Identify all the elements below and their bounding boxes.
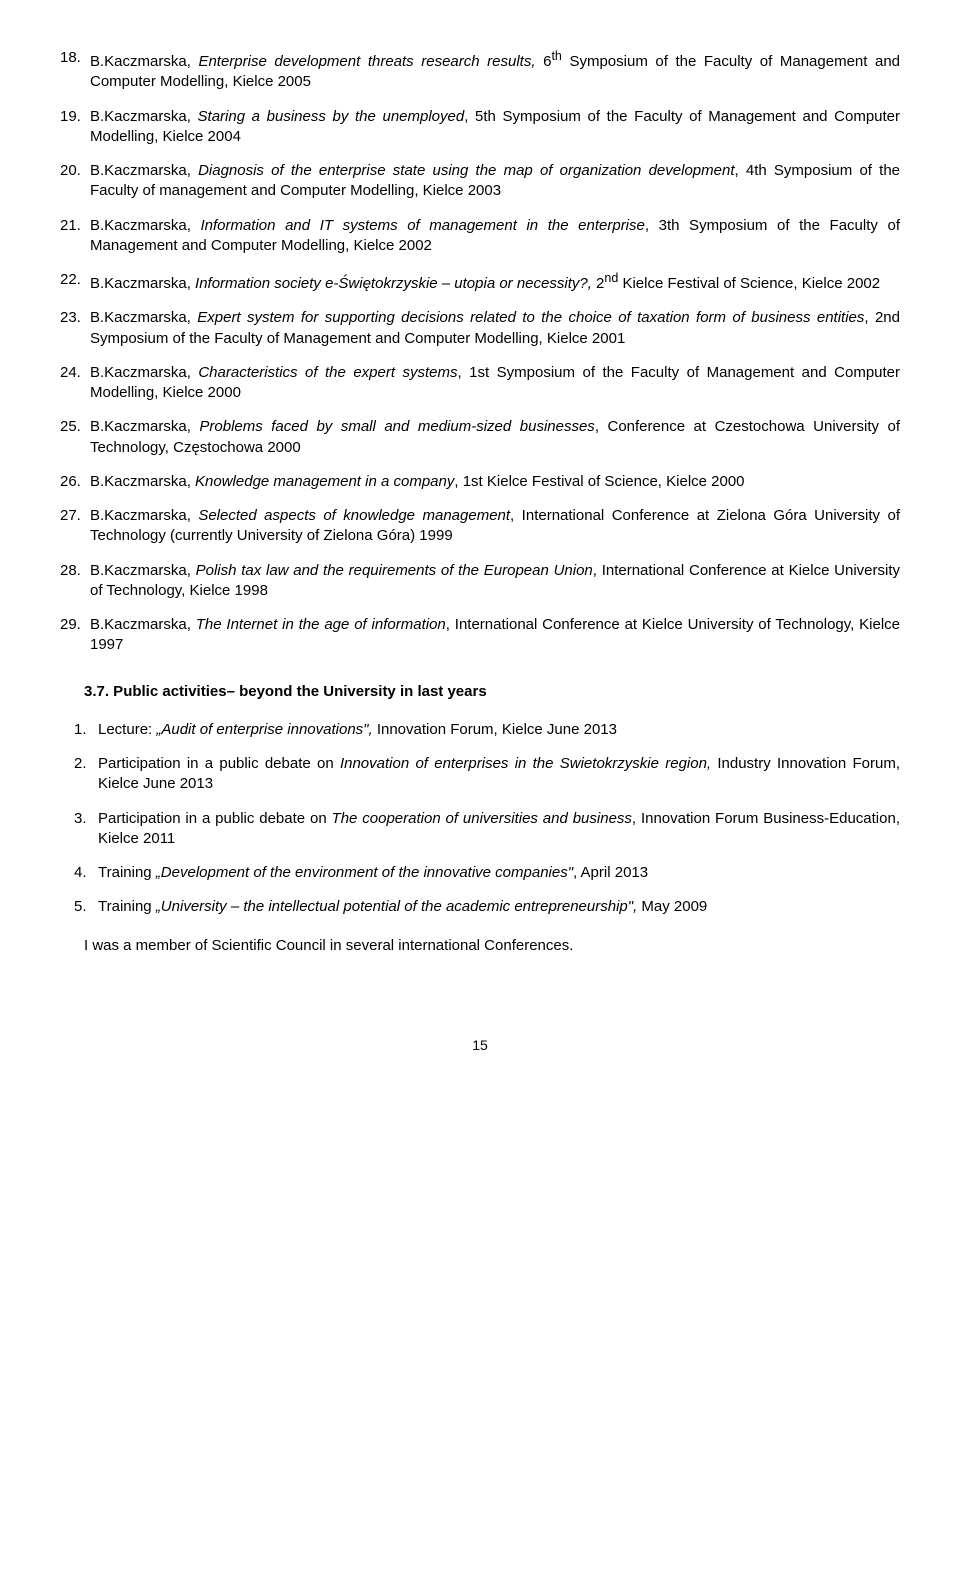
list-item: 25.B.Kaczmarska, Problems faced by small… [60, 417, 900, 458]
list-item: 28.B.Kaczmarska, Polish tax law and the … [60, 561, 900, 602]
list-item-text: B.Kaczmarska, Expert system for supporti… [90, 308, 900, 349]
list-item-number: 28. [60, 561, 90, 602]
list-item: 29.B.Kaczmarska, The Internet in the age… [60, 615, 900, 656]
list-item: 3.Participation in a public debate on Th… [60, 809, 900, 850]
list-item-number: 5. [74, 897, 98, 917]
list-item-text: B.Kaczmarska, Staring a business by the … [90, 107, 900, 148]
list-item-number: 20. [60, 161, 90, 202]
list-item-text: B.Kaczmarska, Information and IT systems… [90, 216, 900, 257]
list-item-number: 25. [60, 417, 90, 458]
list-item-text: Training „University – the intellectual … [98, 897, 900, 917]
list-item-number: 21. [60, 216, 90, 257]
list-item: 22.B.Kaczmarska, Information society e-Ś… [60, 270, 900, 294]
list-item: 23.B.Kaczmarska, Expert system for suppo… [60, 308, 900, 349]
list-item-text: B.Kaczmarska, Selected aspects of knowle… [90, 506, 900, 547]
list-item-number: 1. [74, 720, 98, 740]
list-item: 26.B.Kaczmarska, Knowledge management in… [60, 472, 900, 492]
list-item-text: Participation in a public debate on Inno… [98, 754, 900, 795]
list-item-number: 22. [60, 270, 90, 294]
list-item-text: Training „Development of the environment… [98, 863, 900, 883]
section-heading: 3.7. Public activities– beyond the Unive… [84, 682, 900, 702]
list-item-number: 29. [60, 615, 90, 656]
list-item: 2.Participation in a public debate on In… [60, 754, 900, 795]
list-item-text: B.Kaczmarska, Knowledge management in a … [90, 472, 900, 492]
list-item-text: B.Kaczmarska, Problems faced by small an… [90, 417, 900, 458]
list-item-text: B.Kaczmarska, Diagnosis of the enterpris… [90, 161, 900, 202]
list-item-text: B.Kaczmarska, The Internet in the age of… [90, 615, 900, 656]
list-item: 21.B.Kaczmarska, Information and IT syst… [60, 216, 900, 257]
list-item: 20.B.Kaczmarska, Diagnosis of the enterp… [60, 161, 900, 202]
closing-text: I was a member of Scientific Council in … [84, 936, 900, 956]
list-item-number: 19. [60, 107, 90, 148]
page-number: 15 [60, 1036, 900, 1055]
list-item-text: Participation in a public debate on The … [98, 809, 900, 850]
list-item-number: 3. [74, 809, 98, 850]
list-item-number: 4. [74, 863, 98, 883]
list-item-number: 18. [60, 48, 90, 93]
list-item-number: 27. [60, 506, 90, 547]
list-item-text: B.Kaczmarska, Enterprise development thr… [90, 48, 900, 93]
list-item: 24.B.Kaczmarska, Characteristics of the … [60, 363, 900, 404]
list-item: 5.Training „University – the intellectua… [60, 897, 900, 917]
list-item-number: 23. [60, 308, 90, 349]
list-item-text: B.Kaczmarska, Polish tax law and the req… [90, 561, 900, 602]
list-item-text: Lecture: „Audit of enterprise innovation… [98, 720, 900, 740]
list-item-text: B.Kaczmarska, Information society e-Świę… [90, 270, 900, 294]
list-item-number: 24. [60, 363, 90, 404]
list-item: 4.Training „Development of the environme… [60, 863, 900, 883]
list-item-number: 26. [60, 472, 90, 492]
list-item: 1.Lecture: „Audit of enterprise innovati… [60, 720, 900, 740]
list-item: 27.B.Kaczmarska, Selected aspects of kno… [60, 506, 900, 547]
list-item: 19.B.Kaczmarska, Staring a business by t… [60, 107, 900, 148]
list-item-text: B.Kaczmarska, Characteristics of the exp… [90, 363, 900, 404]
list-item-number: 2. [74, 754, 98, 795]
list-item: 18.B.Kaczmarska, Enterprise development … [60, 48, 900, 93]
